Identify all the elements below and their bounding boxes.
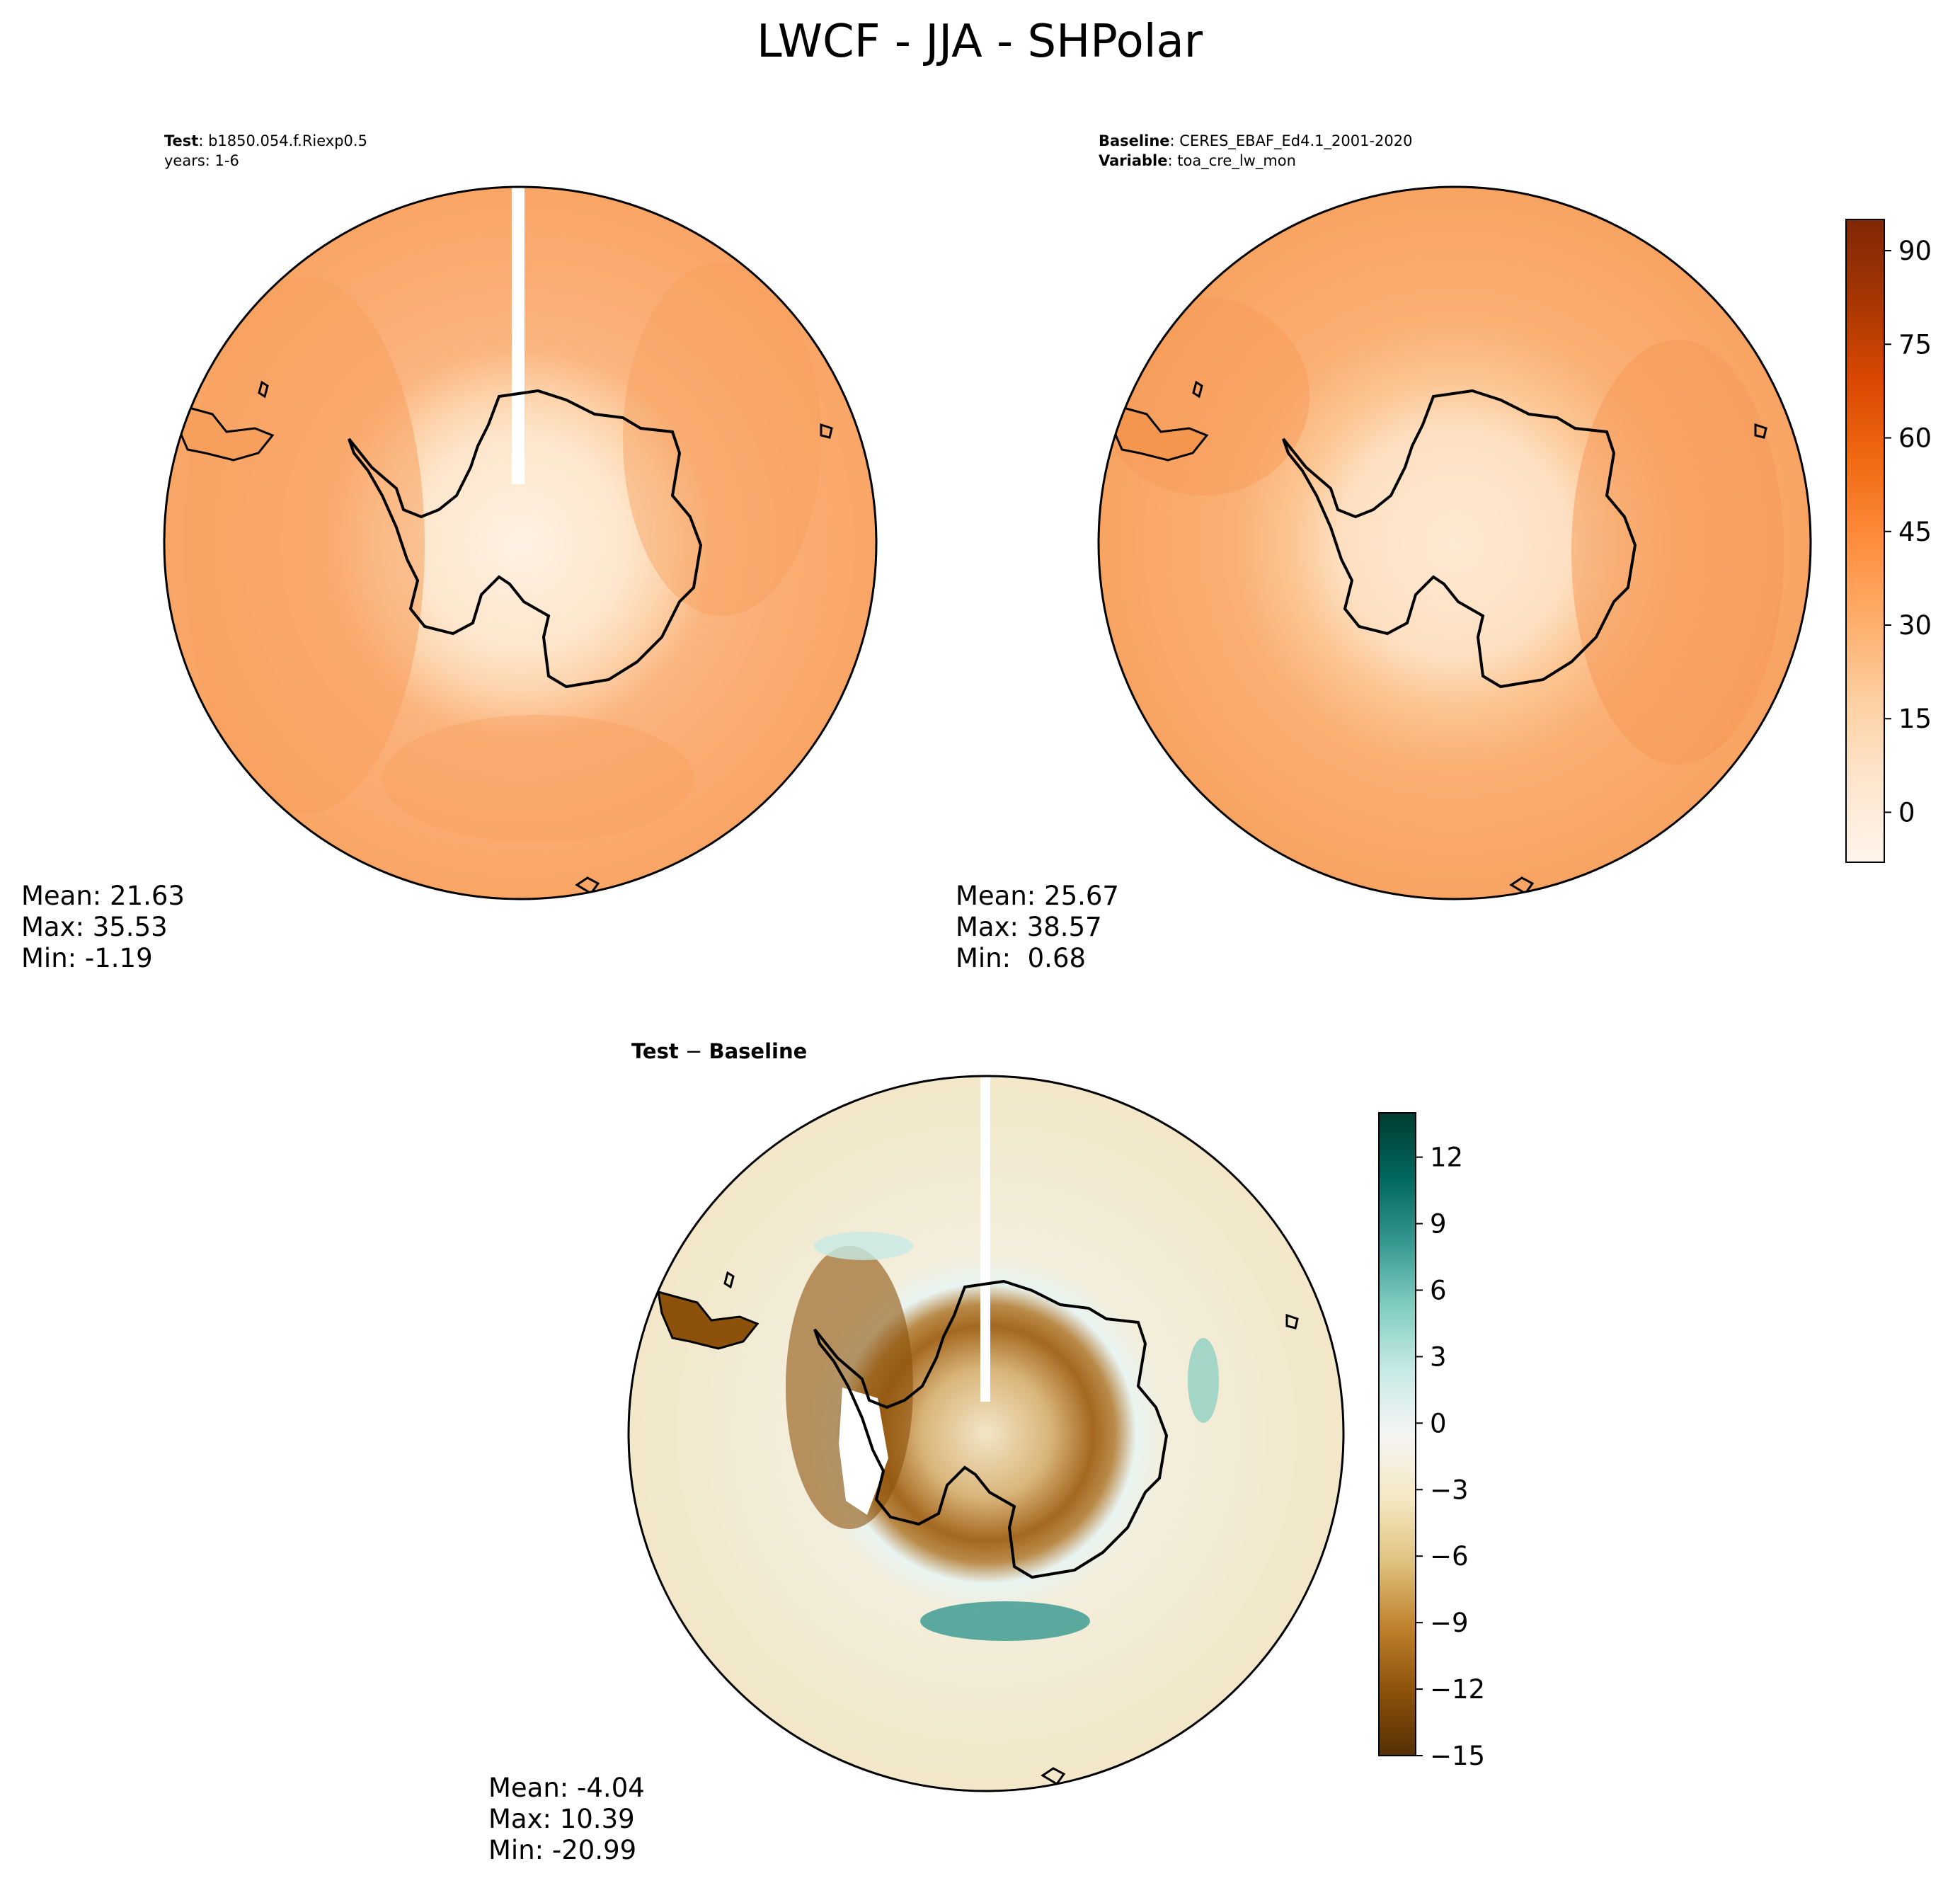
colorbar-difference-frame <box>1378 1112 1416 1756</box>
test-missing-meridian <box>512 187 525 484</box>
colorbar-diff-tick-label: −6 <box>1430 1541 1469 1572</box>
colorbar-difference: 12 9 6 3 0 −3 −6 −9 −12 −15 <box>1378 1112 1485 1771</box>
colorbar-absolute: 90 75 60 45 30 15 0 <box>1845 219 1932 863</box>
test-header-line1: Test: b1850.054.f.Riexp0.5 <box>164 132 367 149</box>
test-stat-mean: Mean: 21.63 <box>21 881 185 911</box>
colorbar-diff-tick-label: −9 <box>1430 1608 1469 1638</box>
diff-stat-min: Min: -20.99 <box>488 1835 636 1865</box>
colorbar-difference-fill <box>1379 1113 1416 1756</box>
colorbar-diff-tick-label: 0 <box>1430 1408 1447 1438</box>
diff-map-boundary <box>627 1075 1345 1792</box>
diff-panel: Test − Baseline Mean: -4.04 Max: 10.39 M… <box>488 1039 1345 1865</box>
baseline-header-line1: Baseline: CERES_EBAF_Ed4.1_2001-2020 <box>1099 132 1412 150</box>
colorbar-abs-tick-label: 30 <box>1898 610 1932 641</box>
diff-missing-data-patch <box>839 1388 888 1515</box>
figure-title: LWCF - JJA - SHPolar <box>757 16 1203 68</box>
colorbar-diff-tick-label: −15 <box>1430 1741 1485 1771</box>
test-stat-min: Min: -1.19 <box>21 943 153 973</box>
colorbar-abs-tick-label: 45 <box>1898 517 1932 547</box>
test-antarctica-coastline <box>348 389 703 689</box>
diff-missing-meridian <box>980 1076 990 1402</box>
colorbar-diff-tick-label: −3 <box>1430 1475 1469 1505</box>
colorbar-diff-tick-label: 9 <box>1430 1209 1447 1240</box>
colorbar-diff-tick-label: 12 <box>1430 1143 1463 1173</box>
diff-header: Test − Baseline <box>631 1039 807 1063</box>
baseline-map-boundary <box>1097 185 1812 900</box>
colorbar-diff-tick-label: −12 <box>1430 1674 1485 1705</box>
test-header-line2: years: 1-6 <box>164 152 239 169</box>
colorbar-abs-tick-label: 0 <box>1898 797 1915 828</box>
colorbar-diff-tick-label: 6 <box>1430 1275 1447 1305</box>
colorbar-abs-tick-label: 60 <box>1898 423 1932 454</box>
baseline-panel: Baseline: CERES_EBAF_Ed4.1_2001-2020 Var… <box>956 132 1812 973</box>
colorbar-absolute-frame <box>1845 219 1885 863</box>
diff-map <box>629 1076 1343 1791</box>
colorbar-abs-tick-label: 90 <box>1898 236 1932 266</box>
test-panel: Test: b1850.054.f.Riexp0.5 years: 1-6 Me… <box>21 132 878 973</box>
colorbar-diff-tick-label: 3 <box>1430 1341 1447 1372</box>
colorbar-absolute-fill <box>1846 219 1884 862</box>
colorbar-abs-tick-label: 15 <box>1898 704 1932 734</box>
diff-stat-mean: Mean: -4.04 <box>488 1773 645 1803</box>
baseline-stat-mean: Mean: 25.67 <box>956 881 1119 911</box>
baseline-header-line2: Variable: toa_cre_lw_mon <box>1099 152 1296 170</box>
diff-stat-max: Max: 10.39 <box>488 1804 635 1834</box>
test-map <box>164 187 876 899</box>
baseline-stat-max: Max: 38.57 <box>956 912 1102 942</box>
baseline-stat-min: Min: 0.68 <box>956 943 1086 973</box>
test-stat-max: Max: 35.53 <box>21 912 168 942</box>
diff-antarctica-coastline <box>813 1279 1169 1579</box>
baseline-antarctica-coastline <box>1282 389 1637 689</box>
baseline-map <box>1099 187 1811 899</box>
test-map-boundary <box>163 185 878 900</box>
colorbar-abs-tick-label: 75 <box>1898 329 1932 360</box>
